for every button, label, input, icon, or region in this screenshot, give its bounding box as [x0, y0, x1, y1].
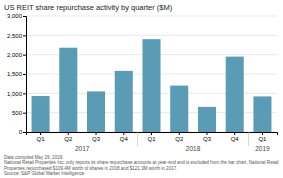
x-tick: Q2 — [64, 132, 73, 142]
x-tick: Q4 — [120, 132, 129, 142]
bar — [253, 96, 271, 132]
footnote-line: Properties repurchased $109.4M worth of … — [4, 166, 178, 171]
bar — [170, 86, 188, 132]
x-tick-label: Q4 — [231, 136, 240, 142]
x-tick-mark — [40, 132, 41, 135]
bar — [59, 48, 77, 132]
y-tick: 2,000 — [7, 52, 26, 58]
bars — [32, 39, 272, 132]
x-tick-label: Q1 — [37, 136, 46, 142]
y-axis: 0 500 1,000 1,500 2,000 2,500 3,000 — [7, 13, 27, 135]
footnote-line: National Retail Properties Inc. only rep… — [4, 160, 279, 165]
x-tick-mark — [123, 132, 124, 135]
y-tick: 2,500 — [7, 33, 26, 39]
y-tick-mark — [23, 16, 26, 17]
x-tick: Q3 — [203, 132, 212, 142]
x-tick-label: Q2 — [64, 136, 73, 142]
x-tick-mark — [234, 132, 235, 135]
y-tick-label: 0 — [19, 129, 23, 135]
y-tick-mark — [23, 93, 26, 94]
bar — [115, 71, 133, 132]
year-separator — [137, 132, 138, 146]
y-tick-label: 2,500 — [7, 33, 23, 39]
bar — [87, 91, 105, 132]
y-tick-label: 500 — [12, 110, 23, 116]
x-axis: Q1 Q2 Q3 Q4 Q1 Q2 Q3 Q4 Q1 — [27, 132, 278, 142]
y-tick-label: 2,000 — [7, 52, 23, 58]
grid-line — [26, 16, 277, 17]
x-tick-mark — [179, 132, 180, 135]
plot: 05001,0001,5002,0002,5003,000Q1Q2Q3Q4Q1Q… — [7, 13, 278, 152]
x-tick: Q4 — [231, 132, 240, 142]
y-tick-mark — [23, 74, 26, 75]
x-tick-label: Q1 — [147, 136, 156, 142]
bar — [32, 96, 50, 132]
grid — [26, 16, 277, 132]
y-tick: 0 — [19, 129, 26, 135]
y-tick-mark — [23, 35, 26, 36]
footnote: Data compiled May 29, 2019.National Reta… — [4, 155, 279, 176]
bar — [142, 39, 160, 132]
y-tick-mark — [23, 132, 26, 133]
x-tick-label: Q3 — [203, 136, 212, 142]
y-tick-mark — [23, 113, 26, 114]
bar — [198, 107, 216, 132]
y-tick: 3,000 — [7, 13, 26, 19]
x-tick-mark — [68, 132, 69, 135]
year-label: 2017 — [75, 145, 90, 152]
y-tick-label: 1,500 — [7, 71, 23, 77]
year-separator — [248, 132, 249, 146]
chart: US REIT share repurchase activity by qua… — [0, 0, 283, 178]
y-tick: 500 — [12, 110, 26, 116]
grid-line — [26, 35, 277, 36]
year-groups: 2017 2018 2019 — [75, 132, 270, 152]
y-axis-line — [23, 17, 27, 133]
x-tick: Q1 — [147, 132, 156, 142]
bar — [226, 57, 244, 132]
year-label: 2018 — [186, 145, 201, 152]
title: US REIT share repurchase activity by qua… — [4, 3, 173, 12]
x-tick-mark — [262, 132, 263, 135]
x-tick-mark — [151, 132, 152, 135]
x-tick-label: Q3 — [92, 136, 101, 142]
x-tick-mark — [96, 132, 97, 135]
y-tick-mark — [23, 55, 26, 56]
x-tick: Q2 — [175, 132, 184, 142]
x-tick: Q1 — [37, 132, 46, 142]
x-tick-label: Q2 — [175, 136, 184, 142]
year-label: 2019 — [255, 145, 270, 152]
x-tick: Q1 — [258, 132, 267, 142]
x-tick-label: Q1 — [258, 136, 267, 142]
x-tick: Q3 — [92, 132, 101, 142]
footnote-line: Source: S&P Global Market Intelligence — [4, 171, 85, 176]
y-tick: 1,500 — [7, 71, 26, 77]
x-tick-label: Q4 — [120, 136, 129, 142]
x-axis-line — [27, 133, 278, 136]
y-tick: 1,000 — [7, 91, 26, 97]
y-tick-label: 1,000 — [7, 91, 23, 97]
footnote-line: Data compiled May 29, 2019. — [4, 155, 64, 160]
y-tick-label: 3,000 — [7, 13, 23, 19]
x-tick-mark — [206, 132, 207, 135]
